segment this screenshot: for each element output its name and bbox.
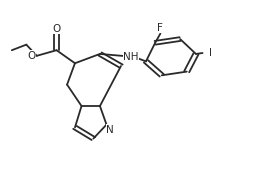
Text: F: F (158, 23, 163, 33)
Text: N: N (106, 125, 114, 135)
Text: NH: NH (123, 52, 139, 62)
Text: O: O (27, 51, 36, 61)
Text: I: I (209, 48, 212, 58)
Text: O: O (52, 24, 61, 34)
